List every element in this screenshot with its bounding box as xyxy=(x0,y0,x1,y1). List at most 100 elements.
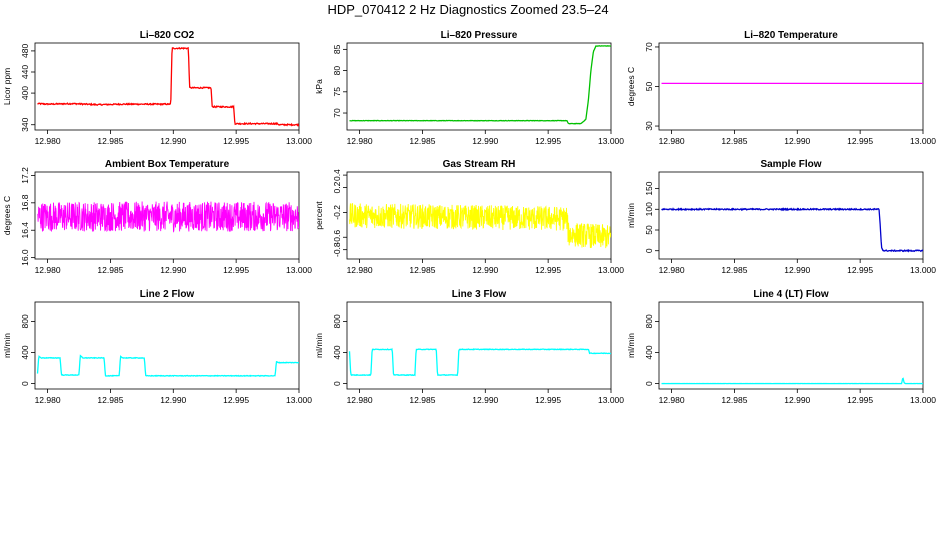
y-tick-label: 0.2 xyxy=(332,181,342,193)
x-tick-label: 12.985 xyxy=(721,265,747,275)
panel-title: Li–820 Pressure xyxy=(441,30,518,41)
panel-title: Line 2 Flow xyxy=(140,289,195,300)
y-tick-label: 0 xyxy=(644,248,654,253)
plot-frame xyxy=(658,42,924,131)
y-tick-label: 400 xyxy=(644,345,654,359)
x-tick-label: 12.990 xyxy=(472,136,498,146)
y-tick-label: 800 xyxy=(20,314,30,328)
y-tick-label: 0 xyxy=(20,381,30,386)
x-tick-label: 12.985 xyxy=(721,136,747,146)
x-tick-label: 13.000 xyxy=(598,395,624,405)
y-tick-label: -0.6 xyxy=(332,230,342,245)
panel-6: Sample Flow 12.980 12.985 12.990 12.995 13.00… xyxy=(626,159,936,275)
series-line xyxy=(37,46,299,127)
y-tick-label: 800 xyxy=(644,314,654,328)
x-tick-label: 13.000 xyxy=(286,265,312,275)
x-tick-label: 12.990 xyxy=(160,265,186,275)
y-tick-label: 400 xyxy=(332,345,342,359)
x-tick-label: 12.995 xyxy=(535,265,561,275)
y-tick-label: 400 xyxy=(20,345,30,359)
plot-frame xyxy=(658,171,924,260)
panel-title: Ambient Box Temperature xyxy=(105,159,230,170)
x-tick-label: 12.980 xyxy=(35,136,61,146)
x-tick-label: 13.000 xyxy=(286,395,312,405)
y-tick-label: 400 xyxy=(20,86,30,100)
x-tick-label: 12.990 xyxy=(472,265,498,275)
panel-2: Li–820 Pressure 12.980 12.985 12.990 12.995 1… xyxy=(314,30,624,146)
series-line xyxy=(661,207,923,253)
x-tick-label: 13.000 xyxy=(910,265,936,275)
x-tick-label: 12.990 xyxy=(784,265,810,275)
page-title: HDP_070412 2 Hz Diagnostics Zoomed 23.5–… xyxy=(327,2,609,17)
x-tick-label: 12.980 xyxy=(347,265,373,275)
x-tick-label: 12.985 xyxy=(409,265,435,275)
y-axis-label: kPa xyxy=(314,79,324,94)
y-tick-label: 150 xyxy=(644,181,654,195)
y-tick-label: 85 xyxy=(332,44,342,54)
y-axis-label: ml/min xyxy=(2,333,12,358)
y-axis-label: percent xyxy=(314,201,324,230)
x-tick-label: 12.995 xyxy=(847,265,873,275)
panel-7: Line 2 Flow 12.980 12.985 12.990 12.995 13.00… xyxy=(2,289,312,405)
y-axis-label: degrees C xyxy=(2,196,12,235)
panel-title: Li–820 CO2 xyxy=(140,30,195,41)
x-tick-label: 12.985 xyxy=(409,136,435,146)
series-line xyxy=(348,347,611,377)
x-tick-label: 12.995 xyxy=(223,265,249,275)
series-line xyxy=(37,201,299,233)
panel-title: Sample Flow xyxy=(760,159,821,170)
y-axis-label: ml/min xyxy=(626,333,636,358)
y-tick-label: 17.2 xyxy=(20,167,30,184)
series-line xyxy=(349,203,611,249)
x-tick-label: 13.000 xyxy=(286,136,312,146)
x-tick-label: 12.995 xyxy=(223,395,249,405)
plot-frame xyxy=(658,301,924,390)
plot-frame xyxy=(34,171,300,260)
x-tick-label: 12.990 xyxy=(160,136,186,146)
x-tick-label: 12.985 xyxy=(97,265,123,275)
panel-title: Li–820 Temperature xyxy=(744,30,838,41)
x-tick-label: 12.980 xyxy=(347,395,373,405)
panel-title: Gas Stream RH xyxy=(443,159,516,170)
x-tick-label: 12.985 xyxy=(409,395,435,405)
y-tick-label: 50 xyxy=(644,82,654,92)
y-tick-label: 0 xyxy=(332,381,342,386)
x-tick-label: 12.990 xyxy=(784,395,810,405)
panel-4: Ambient Box Temperature 12.980 12.985 12.99… xyxy=(2,159,312,275)
y-axis-label: ml/min xyxy=(314,333,324,358)
y-tick-label: 100 xyxy=(644,202,654,216)
x-tick-label: 12.995 xyxy=(847,395,873,405)
y-tick-label: -0.8 xyxy=(332,242,342,257)
y-tick-label: 50 xyxy=(644,225,654,235)
plot-frame xyxy=(346,301,612,390)
panel-title: Line 3 Flow xyxy=(452,289,507,300)
x-tick-label: 12.980 xyxy=(659,395,685,405)
panel-3: Li–820 Temperature 12.980 12.985 12.990 12.9… xyxy=(626,30,936,146)
panel-1: Li–820 CO2 12.980 12.985 12.990 12.995 13.000… xyxy=(2,30,312,146)
x-tick-label: 12.995 xyxy=(535,136,561,146)
y-tick-label: 70 xyxy=(332,108,342,118)
y-tick-label: 480 xyxy=(20,44,30,58)
x-tick-label: 12.980 xyxy=(659,265,685,275)
y-tick-label: 0 xyxy=(644,381,654,386)
series-line xyxy=(661,377,923,385)
x-tick-label: 12.985 xyxy=(97,136,123,146)
y-axis-label: ml/min xyxy=(626,203,636,228)
plot-frame xyxy=(34,42,300,131)
y-tick-label: 16.0 xyxy=(20,249,30,266)
panel-9: Line 4 (LT) Flow 12.980 12.985 12.990 12.995… xyxy=(626,289,936,405)
x-tick-label: 12.990 xyxy=(160,395,186,405)
x-tick-label: 12.985 xyxy=(97,395,123,405)
x-tick-label: 13.000 xyxy=(598,265,624,275)
y-tick-label: 0.4 xyxy=(332,169,342,181)
y-axis-label: Licor ppm xyxy=(2,68,12,105)
x-tick-label: 12.980 xyxy=(659,136,685,146)
y-tick-label: 16.4 xyxy=(20,222,30,239)
y-tick-label: 30 xyxy=(644,121,654,131)
x-tick-label: 12.980 xyxy=(35,395,61,405)
x-tick-label: 13.000 xyxy=(910,136,936,146)
plot-frame xyxy=(346,42,612,131)
y-tick-label: 75 xyxy=(332,87,342,97)
y-axis-label: degrees C xyxy=(626,67,636,106)
